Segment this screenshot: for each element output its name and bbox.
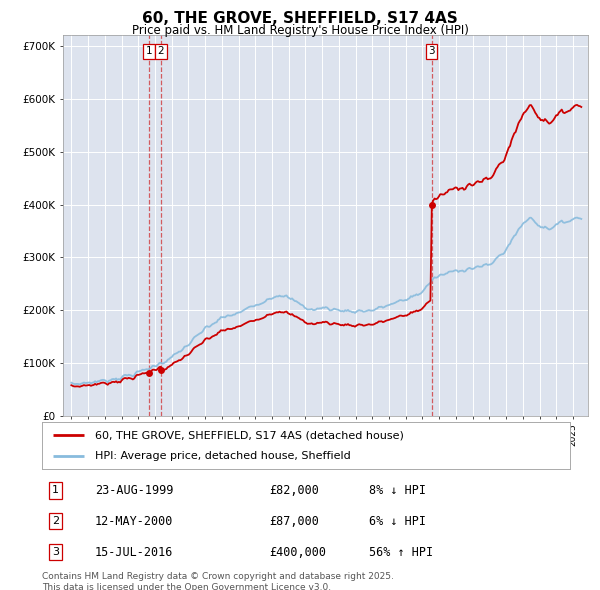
Text: 60, THE GROVE, SHEFFIELD, S17 4AS: 60, THE GROVE, SHEFFIELD, S17 4AS — [142, 11, 458, 25]
Text: 60, THE GROVE, SHEFFIELD, S17 4AS (detached house): 60, THE GROVE, SHEFFIELD, S17 4AS (detac… — [95, 430, 404, 440]
Text: 8% ↓ HPI: 8% ↓ HPI — [370, 484, 427, 497]
Text: 2: 2 — [158, 46, 164, 56]
Point — [156, 365, 166, 375]
Text: 2: 2 — [52, 516, 59, 526]
Text: £87,000: £87,000 — [269, 514, 319, 528]
Text: Contains HM Land Registry data © Crown copyright and database right 2025.
This d: Contains HM Land Registry data © Crown c… — [42, 572, 394, 590]
Text: 56% ↑ HPI: 56% ↑ HPI — [370, 546, 433, 559]
Text: 15-JUL-2016: 15-JUL-2016 — [95, 546, 173, 559]
Text: 23-AUG-1999: 23-AUG-1999 — [95, 484, 173, 497]
Text: 3: 3 — [428, 46, 435, 56]
Point — [427, 200, 436, 209]
Point — [144, 368, 154, 378]
Text: 6% ↓ HPI: 6% ↓ HPI — [370, 514, 427, 528]
Text: 1: 1 — [52, 486, 59, 496]
Text: HPI: Average price, detached house, Sheffield: HPI: Average price, detached house, Shef… — [95, 451, 350, 461]
Text: 12-MAY-2000: 12-MAY-2000 — [95, 514, 173, 528]
Text: £82,000: £82,000 — [269, 484, 319, 497]
Text: 3: 3 — [52, 547, 59, 557]
Text: Price paid vs. HM Land Registry's House Price Index (HPI): Price paid vs. HM Land Registry's House … — [131, 24, 469, 37]
Text: 1: 1 — [146, 46, 152, 56]
Text: £400,000: £400,000 — [269, 546, 326, 559]
